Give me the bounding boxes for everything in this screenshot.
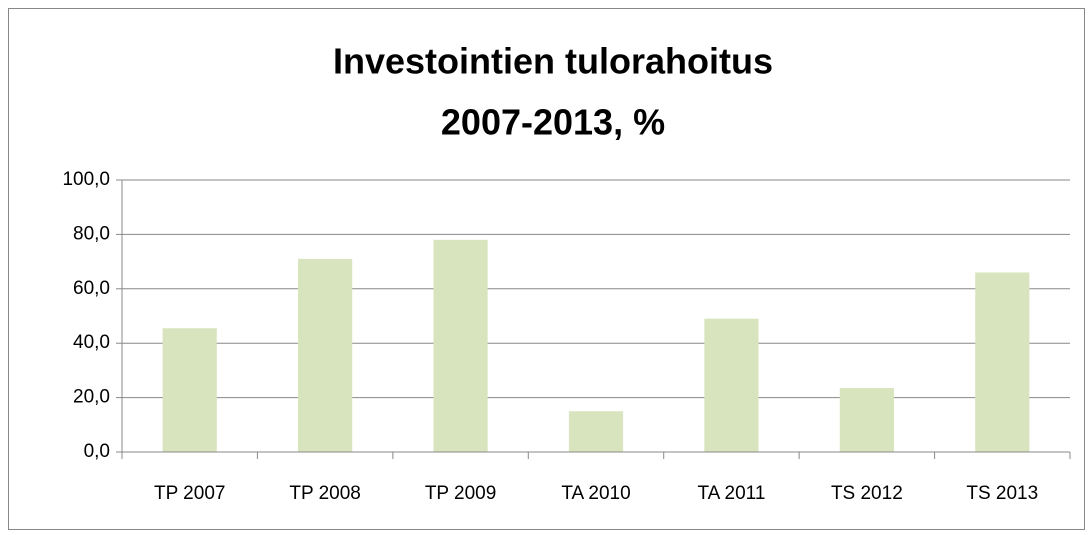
bar bbox=[975, 272, 1030, 452]
x-tick-label: TS 2013 bbox=[966, 483, 1038, 504]
bar bbox=[568, 411, 624, 452]
chart-title: Investointien tulorahoitus bbox=[333, 41, 773, 82]
chart-title: 2007-2013, % bbox=[441, 102, 665, 143]
x-tick-label: TA 2011 bbox=[697, 483, 765, 504]
bar bbox=[298, 258, 353, 452]
x-tick-label: TP 2008 bbox=[289, 483, 360, 504]
y-tick-label: 60,0 bbox=[73, 278, 110, 299]
y-tick-label: 100,0 bbox=[62, 169, 110, 190]
x-tick-label: TP 2009 bbox=[425, 483, 496, 504]
y-tick-label: 0,0 bbox=[84, 441, 110, 462]
y-tick-label: 20,0 bbox=[73, 387, 110, 408]
bar bbox=[162, 328, 217, 452]
bar bbox=[839, 388, 894, 452]
x-tick-label: TS 2012 bbox=[831, 483, 903, 504]
bar bbox=[433, 239, 488, 452]
x-tick-label: TA 2010 bbox=[561, 483, 630, 504]
bar bbox=[704, 318, 759, 452]
y-tick-label: 80,0 bbox=[73, 223, 110, 244]
x-tick-label: TP 2007 bbox=[154, 483, 225, 504]
y-tick-label: 40,0 bbox=[73, 332, 110, 353]
